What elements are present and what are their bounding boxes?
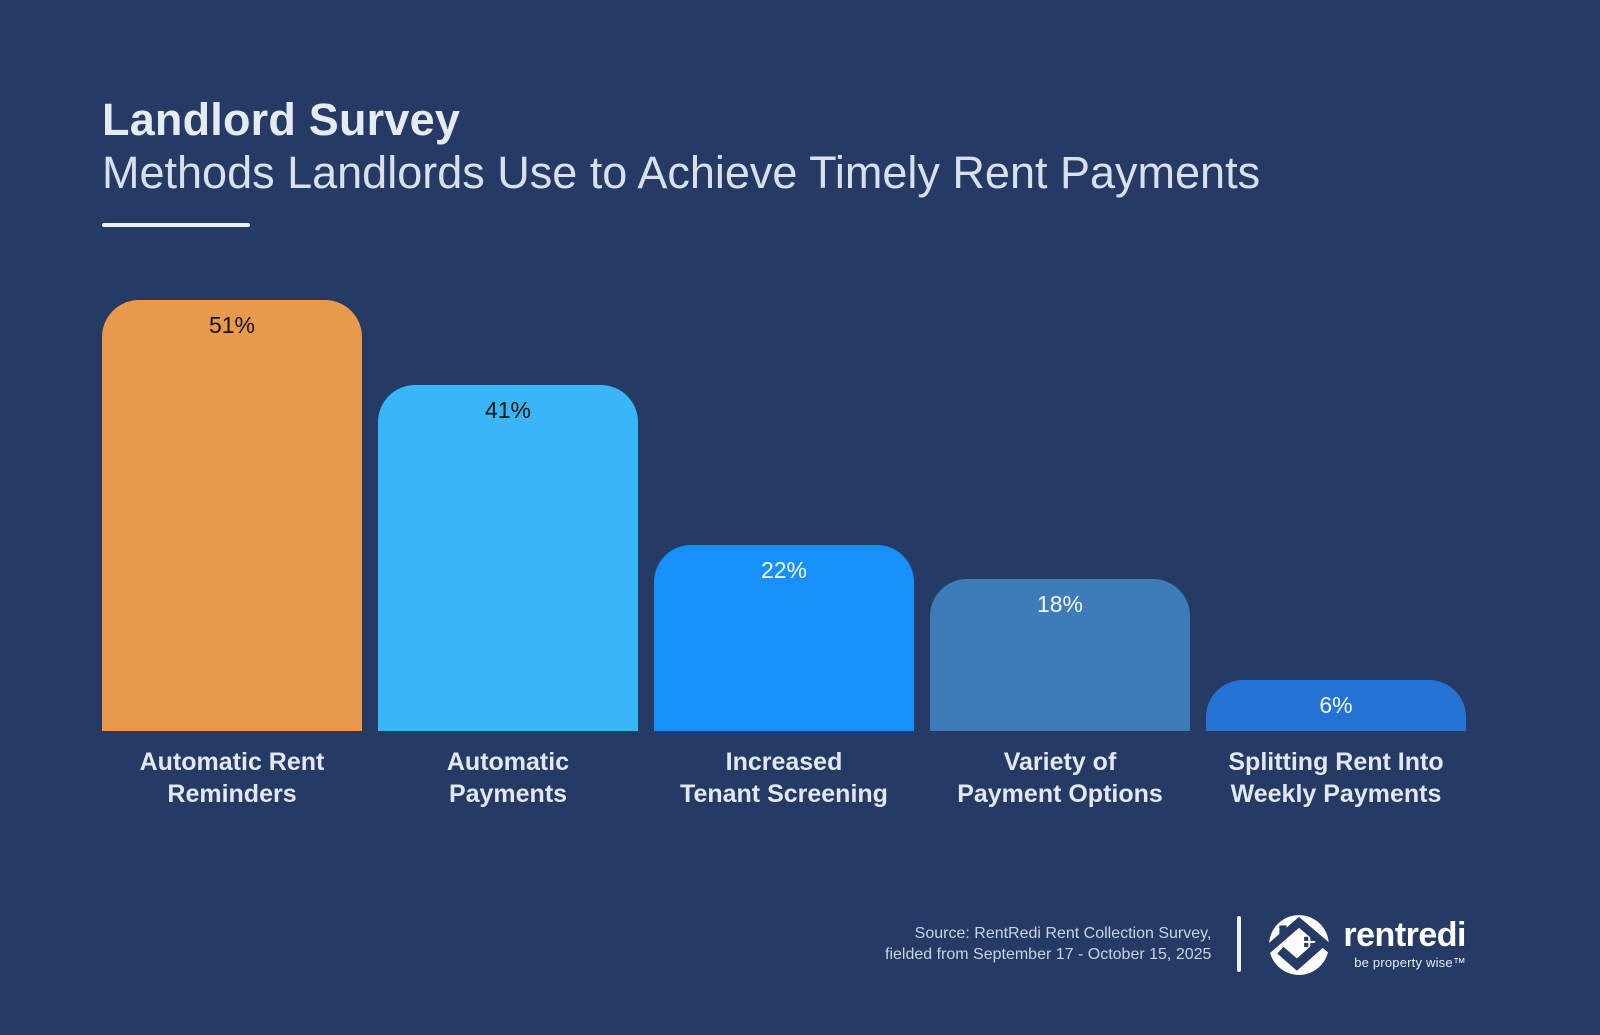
source-attribution: Source: RentRedi Rent Collection Survey,… — [885, 923, 1211, 965]
bar-value-label: 41% — [484, 397, 532, 423]
bar-category-label: Automatic Payments — [446, 748, 570, 808]
bar-value-label: 18% — [1036, 591, 1084, 617]
brand-tagline: be property wise™ — [1354, 955, 1466, 970]
bar-chart: 51% Automatic Rent Reminders 41% Automat… — [102, 300, 1466, 810]
brand-lockup: rentredi be property wise™ — [1267, 911, 1466, 977]
bar-variety-of-payment-options: 18% — [930, 579, 1190, 731]
bar-column-increased-tenant-screening: 22% Increased Tenant Screening — [654, 300, 914, 810]
bar-column-splitting-rent-weekly: 6% Splitting Rent Into Weekly Payments — [1206, 300, 1466, 810]
rentredi-house-circle-logo-icon — [1267, 915, 1334, 975]
footer-divider — [1237, 916, 1242, 972]
bar-column-variety-of-payment-options: 18% Variety of Payment Options — [930, 300, 1190, 810]
bar-category-label: Splitting Rent Into Weekly Payments — [1228, 748, 1444, 808]
page-subtitle: Methods Landlords Use to Achieve Timely … — [102, 146, 1261, 198]
footer: Source: RentRedi Rent Collection Survey,… — [885, 908, 1466, 980]
bar-category-label: Variety of Payment Options — [957, 748, 1163, 808]
bar-automatic-payments: 41% — [378, 385, 638, 731]
bar-column-automatic-payments: 41% Automatic Payments — [378, 300, 638, 810]
bar-automatic-rent-reminders: 51% — [102, 300, 362, 731]
bar-value-label: 51% — [208, 312, 256, 338]
page-title: Landlord Survey — [102, 94, 461, 145]
title-underline — [102, 223, 250, 228]
source-line-2: fielded from September 17 - October 15, … — [885, 946, 1212, 963]
header: Landlord Survey Methods Landlords Use to… — [102, 94, 1261, 228]
bar-value-label: 6% — [1319, 692, 1353, 718]
brand-name: rentredi — [1343, 916, 1466, 954]
bars-row: 51% Automatic Rent Reminders 41% Automat… — [102, 300, 1466, 810]
bar-column-automatic-rent-reminders: 51% Automatic Rent Reminders — [102, 300, 362, 810]
bar-category-label: Automatic Rent Reminders — [139, 748, 325, 808]
bar-splitting-rent-weekly: 6% — [1206, 680, 1466, 731]
bar-category-label: Increased Tenant Screening — [680, 748, 888, 808]
bar-increased-tenant-screening: 22% — [654, 545, 914, 731]
source-line-1: Source: RentRedi Rent Collection Survey, — [914, 925, 1212, 942]
bar-value-label: 22% — [760, 557, 808, 583]
